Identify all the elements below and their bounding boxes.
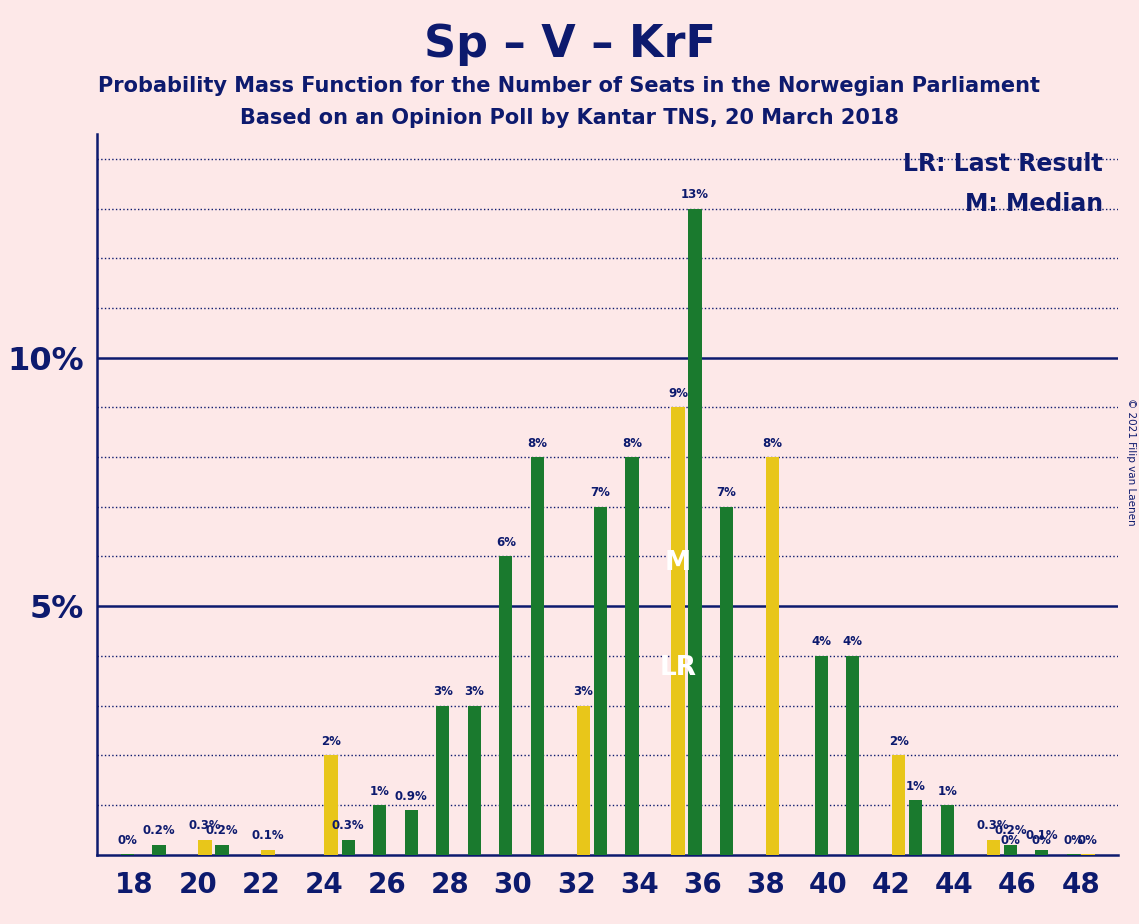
Text: 8%: 8% [622,437,642,450]
Bar [404,810,418,855]
Text: Probability Mass Function for the Number of Seats in the Norwegian Parliament: Probability Mass Function for the Number… [98,76,1041,96]
Bar [436,706,450,855]
Text: 0.1%: 0.1% [252,829,285,843]
Text: 0.2%: 0.2% [206,824,238,837]
Bar [576,706,590,855]
Bar [909,800,923,855]
Bar [1003,845,1017,855]
Text: 0.3%: 0.3% [189,820,221,833]
Text: LR: Last Result: LR: Last Result [903,152,1104,176]
Bar [814,656,828,855]
Text: 3%: 3% [433,685,452,699]
Text: 0%: 0% [117,834,138,847]
Bar [765,457,779,855]
Text: M: Median: M: Median [965,191,1104,215]
Text: M: M [665,551,691,577]
Bar [215,845,229,855]
Bar [342,840,354,855]
Text: 2%: 2% [321,735,341,748]
Text: 8%: 8% [527,437,548,450]
Bar [625,457,639,855]
Text: LR: LR [659,655,696,681]
Text: 3%: 3% [465,685,484,699]
Bar [846,656,859,855]
Bar [374,805,386,855]
Text: 0.3%: 0.3% [977,820,1009,833]
Text: 0%: 0% [1000,834,1021,847]
Text: 4%: 4% [843,636,862,649]
Bar [325,755,338,855]
Text: 9%: 9% [667,387,688,400]
Bar [892,755,906,855]
Bar [720,506,734,855]
Text: 1%: 1% [937,784,957,797]
Bar [153,845,165,855]
Bar [262,850,274,855]
Text: Sp – V – KrF: Sp – V – KrF [424,23,715,67]
Text: 0%: 0% [1077,834,1098,847]
Text: 4%: 4% [811,636,831,649]
Text: 7%: 7% [590,486,611,499]
Bar [688,209,702,855]
Bar [671,407,685,855]
Text: 6%: 6% [495,536,516,549]
Text: 7%: 7% [716,486,737,499]
Text: © 2021 Filip van Laenen: © 2021 Filip van Laenen [1126,398,1136,526]
Bar [593,506,607,855]
Text: 8%: 8% [763,437,782,450]
Text: 1%: 1% [906,780,926,793]
Bar [941,805,953,855]
Text: 0.2%: 0.2% [142,824,175,837]
Bar [198,840,212,855]
Bar [468,706,481,855]
Text: 0.3%: 0.3% [331,820,364,833]
Bar [499,556,513,855]
Text: 1%: 1% [370,784,390,797]
Text: Based on an Opinion Poll by Kantar TNS, 20 March 2018: Based on an Opinion Poll by Kantar TNS, … [240,108,899,128]
Text: 3%: 3% [573,685,593,699]
Text: 0.2%: 0.2% [994,824,1026,837]
Bar [986,840,1000,855]
Bar [1035,850,1049,855]
Bar [531,457,544,855]
Text: 0.1%: 0.1% [1025,829,1058,843]
Text: 0%: 0% [1064,834,1083,847]
Text: 0.9%: 0.9% [395,789,427,803]
Text: 0%: 0% [1032,834,1051,847]
Text: 2%: 2% [888,735,909,748]
Text: 13%: 13% [681,188,708,201]
